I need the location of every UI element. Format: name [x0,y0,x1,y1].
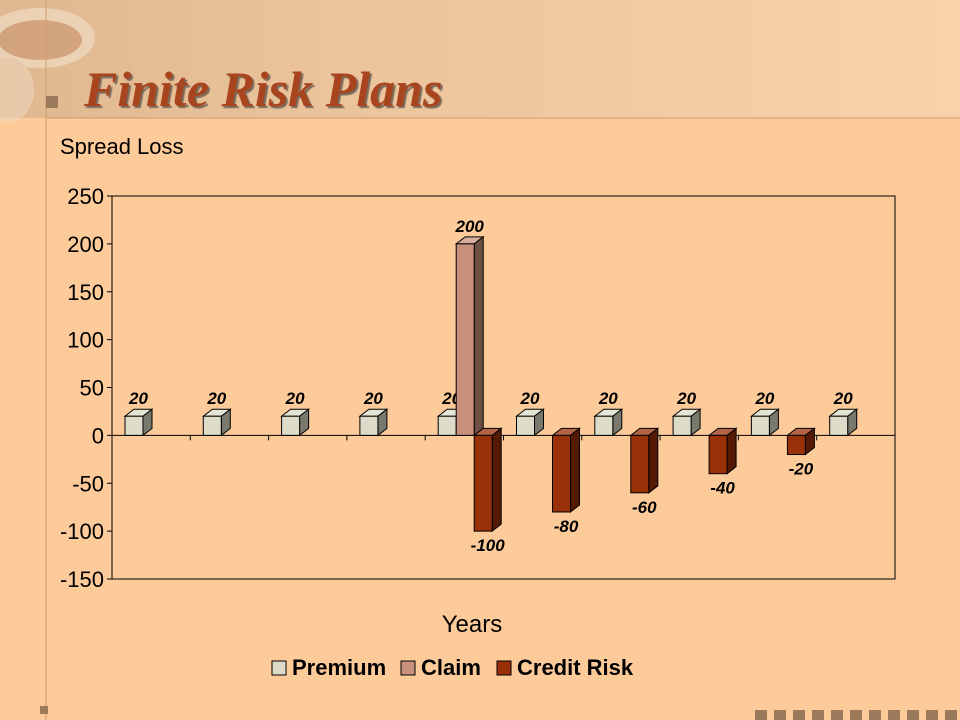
bar-front [672,415,692,436]
footer-square [774,710,786,720]
bar-front [437,415,457,436]
y-tick-label: 50 [80,376,104,401]
bar-front [829,415,849,436]
bar [785,427,816,456]
footer-square [926,710,938,720]
data-label: 20 [363,389,383,408]
bar-front [630,434,650,494]
data-label: 20 [285,389,305,408]
legend-label: Credit Risk [517,655,634,680]
bar [201,408,232,437]
bar [123,408,154,437]
bar-side [491,427,502,533]
bar-front [359,415,379,436]
bar-side [726,427,737,475]
plot-area [111,195,896,580]
bar-side [648,427,659,494]
bar-side [473,235,484,437]
bar [707,427,738,475]
bar [629,427,660,494]
data-label: 20 [520,389,540,408]
y-tick-label: 250 [67,184,104,209]
legend-swatch [271,660,287,676]
y-tick-label: -50 [72,471,104,496]
y-tick-label: 0 [92,423,104,448]
bar-front [202,415,222,436]
data-label: -20 [789,460,814,479]
bar-front [552,434,571,513]
footer-square [945,710,957,720]
data-label: -80 [554,517,579,536]
header-band [0,0,960,118]
bar [358,408,389,437]
footer-square [907,710,919,720]
bar [515,408,545,437]
footer-square [869,710,881,720]
bar [472,427,503,533]
footer-square [831,710,843,720]
bar [749,408,780,437]
data-label: -40 [710,479,735,498]
bar-side [570,427,580,513]
y-tick-label: 200 [67,232,104,257]
y-tick-label: -100 [60,519,104,544]
data-label: 20 [598,389,618,408]
bar-front [455,243,475,436]
chart-title: Spread Loss [60,134,184,159]
y-tick-label: 150 [67,280,104,305]
bar-front [594,415,614,436]
legend-label: Claim [421,655,481,680]
legend-swatch [496,660,512,676]
bar-front [473,434,493,532]
data-label: 20 [206,389,226,408]
bar-front [708,434,728,475]
footer-squares [755,710,957,720]
footer-square [812,710,824,720]
footer-square [850,710,862,720]
bar [593,408,624,437]
bar [828,408,859,437]
data-label: -60 [632,498,657,517]
corner-square [40,706,48,714]
bar-front [124,415,144,436]
legend-swatch [400,660,416,676]
bar-front [786,434,806,456]
bar [551,427,581,513]
data-label: 200 [455,217,485,236]
x-axis-label: Years [442,611,503,638]
bar [454,235,485,437]
y-tick-label: 100 [67,328,104,353]
y-axis: 250 200 150 100 50 0 -50 -100 -150 [60,184,112,592]
cup-image [0,8,95,122]
data-label: 20 [754,389,774,408]
footer-square [793,710,805,720]
bar-front [281,415,301,436]
data-label: 20 [676,389,696,408]
bar-front [750,415,770,436]
title-bullet [46,96,58,108]
bar [280,408,311,437]
bar [671,408,702,437]
bar-front [516,415,535,436]
data-label: 20 [833,389,853,408]
data-label: -100 [471,536,506,555]
footer-square [888,710,900,720]
legend: Premium Claim Credit Risk [271,655,634,680]
y-tick-label: -150 [60,567,104,592]
legend-label: Premium [292,655,386,680]
data-label: 20 [128,389,148,408]
footer-square [755,710,767,720]
slide-title: Finite Risk Plans [84,61,443,117]
